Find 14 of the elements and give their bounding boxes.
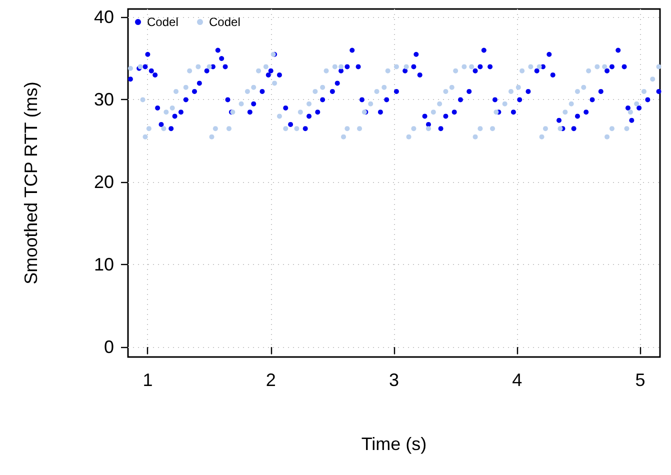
y-tick-label: 10: [94, 254, 114, 275]
x-tick-label: 2: [266, 370, 276, 390]
y-tick-label: 40: [94, 7, 114, 28]
x-tick-label: 1: [142, 370, 153, 390]
x-tick-label: 5: [635, 370, 646, 390]
x-tick-label: 4: [512, 370, 522, 390]
x-axis-title: Time (s): [361, 434, 427, 454]
y-axis-title: Smoothed TCP RTT (ms): [21, 82, 41, 284]
legend-label: Codel: [209, 15, 240, 29]
legend-label: Codel: [147, 15, 178, 29]
y-tick-label: 0: [104, 337, 114, 358]
x-tick-label: 3: [388, 370, 400, 390]
y-tick-label: 20: [94, 172, 114, 192]
y-tick-label: 30: [94, 90, 114, 110]
